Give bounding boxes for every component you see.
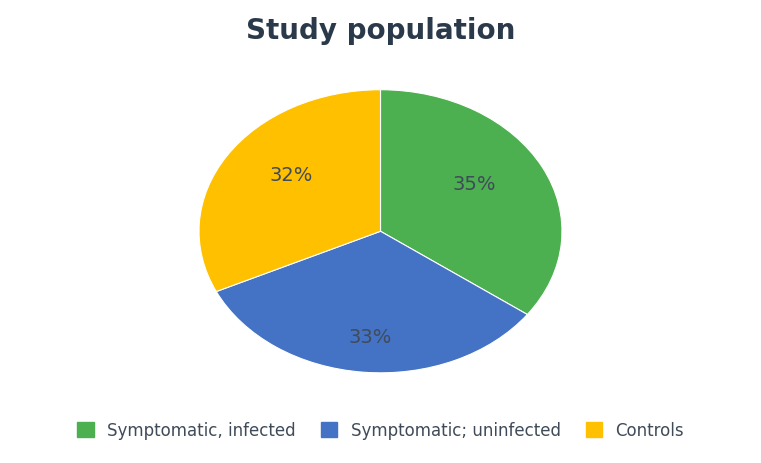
Title: Study population: Study population — [246, 17, 515, 44]
Text: 35%: 35% — [453, 175, 496, 194]
Wedge shape — [216, 232, 527, 373]
Wedge shape — [199, 91, 380, 292]
Legend: Symptomatic, infected, Symptomatic; uninfected, Controls: Symptomatic, infected, Symptomatic; unin… — [70, 415, 691, 446]
Text: 32%: 32% — [270, 166, 314, 185]
Text: 33%: 33% — [349, 327, 392, 346]
Wedge shape — [380, 91, 562, 315]
